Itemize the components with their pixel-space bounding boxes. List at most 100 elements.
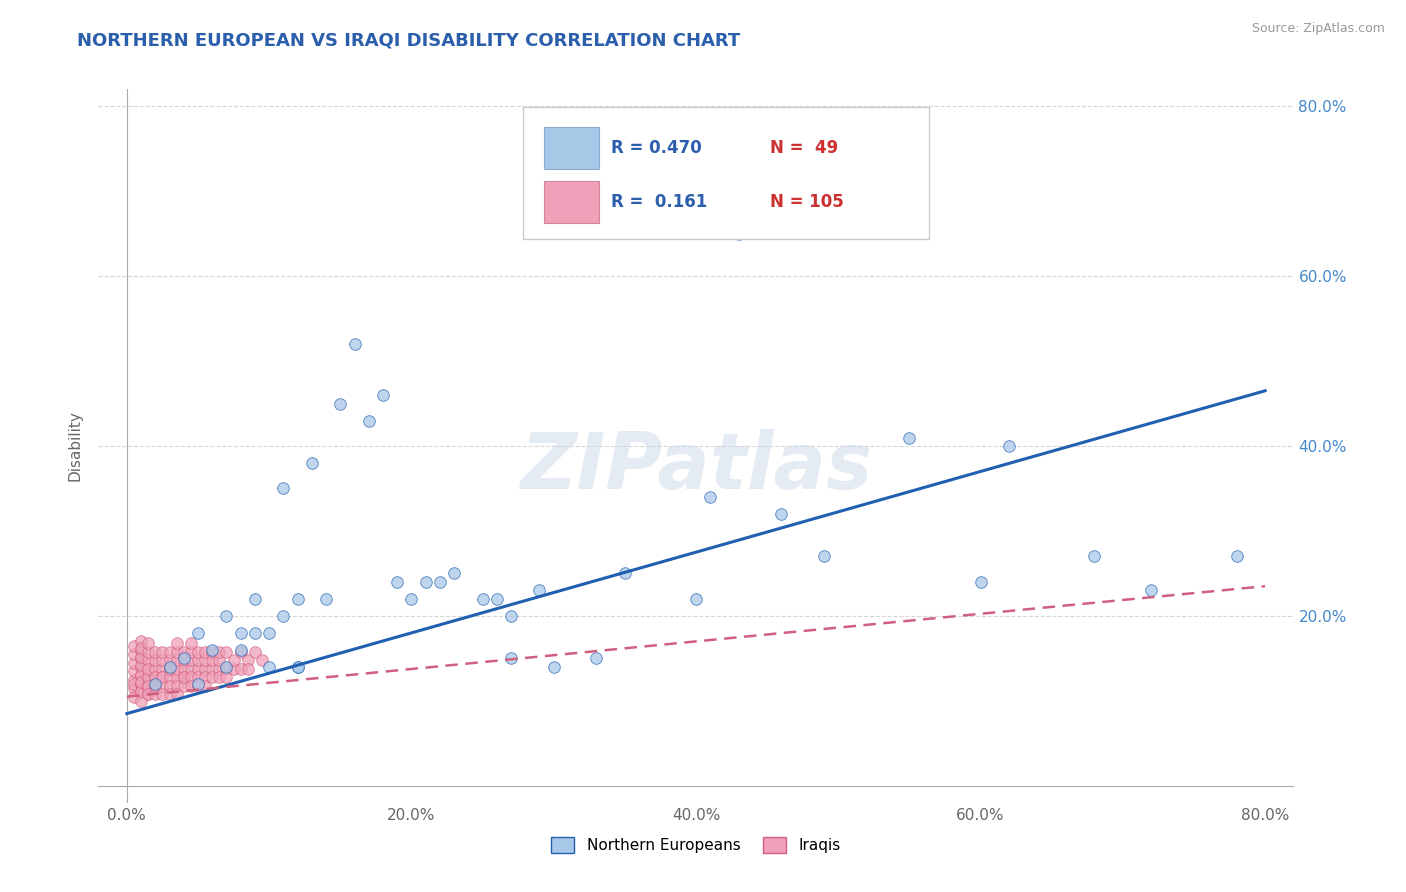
Point bbox=[215, 608, 238, 623]
Point bbox=[215, 660, 238, 674]
Point bbox=[250, 653, 273, 667]
Point bbox=[129, 685, 152, 699]
Point bbox=[485, 591, 508, 606]
Point bbox=[129, 649, 152, 664]
Point bbox=[122, 664, 145, 678]
Point bbox=[187, 679, 209, 693]
Point bbox=[143, 679, 166, 693]
Point bbox=[187, 677, 209, 691]
Point bbox=[201, 644, 224, 658]
Point bbox=[152, 662, 174, 676]
Point bbox=[159, 653, 181, 667]
Point bbox=[529, 583, 551, 598]
Point bbox=[166, 636, 188, 650]
Text: ZIPatlas: ZIPatlas bbox=[520, 429, 872, 506]
Point bbox=[173, 651, 195, 665]
Point bbox=[215, 662, 238, 676]
Point bbox=[143, 644, 166, 658]
Point bbox=[173, 653, 195, 667]
Point bbox=[143, 687, 166, 701]
Point bbox=[136, 679, 159, 693]
Point bbox=[136, 687, 159, 701]
Point bbox=[129, 668, 152, 682]
Point bbox=[385, 574, 409, 589]
Point bbox=[129, 694, 152, 708]
Point bbox=[122, 677, 145, 691]
Point bbox=[129, 660, 152, 674]
Point bbox=[166, 687, 188, 701]
Point bbox=[166, 644, 188, 658]
Point bbox=[180, 679, 202, 693]
Point bbox=[136, 636, 159, 650]
Point bbox=[143, 653, 166, 667]
Point bbox=[301, 456, 323, 470]
Point bbox=[129, 651, 152, 665]
Point bbox=[194, 644, 217, 658]
Point bbox=[222, 662, 245, 676]
Text: Source: ZipAtlas.com: Source: ZipAtlas.com bbox=[1251, 22, 1385, 36]
Point bbox=[194, 653, 217, 667]
Point bbox=[136, 662, 159, 676]
Point bbox=[243, 644, 266, 658]
Point bbox=[180, 644, 202, 658]
Point bbox=[166, 662, 188, 676]
Point bbox=[143, 679, 166, 693]
Point bbox=[194, 670, 217, 684]
Point bbox=[166, 670, 188, 684]
Point bbox=[180, 636, 202, 650]
Point bbox=[401, 591, 423, 606]
Point bbox=[187, 626, 209, 640]
Point bbox=[136, 662, 159, 676]
Point bbox=[143, 677, 166, 691]
Point bbox=[898, 430, 921, 444]
Point bbox=[429, 574, 451, 589]
Point bbox=[194, 662, 217, 676]
Point bbox=[159, 670, 181, 684]
Point bbox=[443, 566, 465, 581]
Text: N = 105: N = 105 bbox=[770, 193, 844, 211]
Point bbox=[166, 653, 188, 667]
Point bbox=[499, 608, 522, 623]
Point bbox=[122, 647, 145, 661]
Point bbox=[152, 687, 174, 701]
Point bbox=[129, 668, 152, 682]
Point bbox=[243, 591, 266, 606]
Point bbox=[152, 644, 174, 658]
Point bbox=[159, 662, 181, 676]
Point bbox=[201, 653, 224, 667]
Point bbox=[180, 653, 202, 667]
Point bbox=[129, 634, 152, 648]
Point bbox=[201, 662, 224, 676]
FancyBboxPatch shape bbox=[523, 107, 929, 239]
Point bbox=[173, 670, 195, 684]
Point bbox=[122, 690, 145, 704]
FancyBboxPatch shape bbox=[544, 127, 599, 169]
Point bbox=[129, 677, 152, 691]
Point bbox=[273, 608, 295, 623]
Point bbox=[173, 644, 195, 658]
Point bbox=[173, 679, 195, 693]
Point bbox=[208, 670, 231, 684]
Point bbox=[180, 662, 202, 676]
Point bbox=[243, 626, 266, 640]
Point bbox=[136, 687, 159, 701]
Point bbox=[159, 660, 181, 674]
Point bbox=[122, 639, 145, 653]
Point bbox=[229, 626, 252, 640]
Point bbox=[173, 662, 195, 676]
Point bbox=[159, 687, 181, 701]
Point bbox=[813, 549, 835, 564]
Point bbox=[152, 670, 174, 684]
Point bbox=[201, 643, 224, 657]
Point bbox=[152, 670, 174, 684]
Point bbox=[257, 660, 280, 674]
Point bbox=[122, 673, 145, 687]
Point bbox=[180, 670, 202, 684]
Y-axis label: Disability: Disability bbox=[67, 410, 83, 482]
Point bbox=[152, 653, 174, 667]
Point bbox=[122, 656, 145, 670]
Point bbox=[122, 681, 145, 695]
Point bbox=[136, 670, 159, 684]
Point bbox=[699, 490, 721, 504]
Point bbox=[727, 227, 749, 241]
